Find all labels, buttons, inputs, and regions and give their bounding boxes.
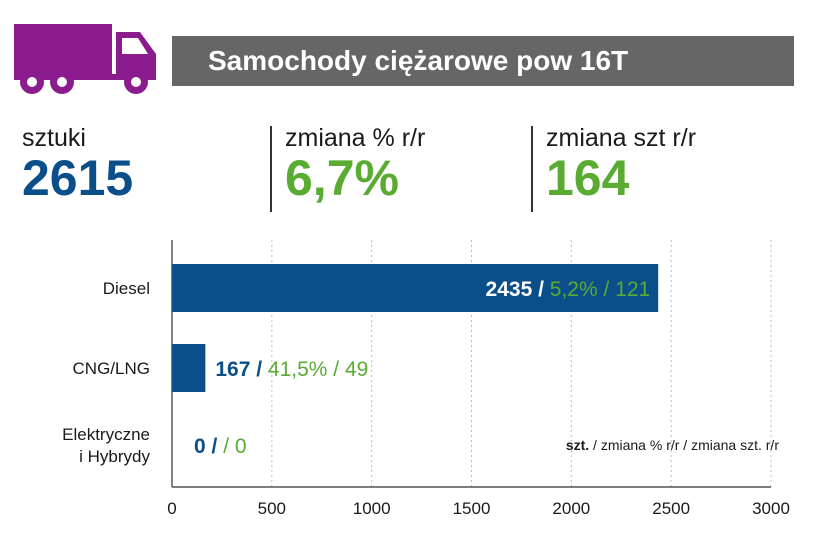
x-tick-label: 2000 — [552, 499, 590, 518]
kpi-units-label: sztuki — [22, 124, 86, 152]
x-tick-label: 1500 — [453, 499, 491, 518]
x-tick-label: 0 — [167, 499, 176, 518]
category-label: Diesel — [103, 279, 150, 298]
legend: szt. / zmiana % r/r / zmiana szt. r/r — [566, 437, 779, 453]
bar — [172, 344, 206, 392]
data-label: 0 / / 0 — [194, 435, 247, 458]
category-label: Elektryczne i Hybrydy — [62, 425, 150, 466]
kpi-units: sztuki 2615 — [22, 124, 133, 214]
kpi-separator — [531, 126, 533, 212]
kpi-separator — [270, 126, 272, 212]
bar — [172, 264, 659, 312]
page-title: Samochody ciężarowe pow 16T — [208, 45, 629, 76]
data-label: 2435 / 5,2% / 121 — [486, 278, 651, 301]
kpi-abs-change-label: zmiana szt r/r — [546, 124, 697, 152]
truck-icon — [14, 24, 156, 94]
kpi-pct-change: zmiana % r/r 6,7% — [285, 124, 425, 214]
x-tick-label: 1000 — [353, 499, 391, 518]
truck-icon-shape — [14, 24, 156, 94]
data-label: 167 / 41,5% / 49 — [215, 358, 368, 381]
header-band: Samochody ciężarowe pow 16T — [172, 36, 794, 86]
kpi-units-value: 2615 — [22, 150, 134, 206]
kpi-abs-change-value: 164 — [546, 150, 630, 206]
x-tick-label: 3000 — [752, 499, 790, 518]
kpi-pct-change-value: 6,7% — [285, 150, 399, 206]
x-tick-label: 2500 — [652, 499, 690, 518]
category-label: CNG/LNG — [73, 359, 150, 378]
kpi-abs-change: zmiana szt r/r 164 — [546, 124, 696, 214]
kpi-pct-change-label: zmiana % r/r — [285, 124, 426, 152]
x-tick-label: 500 — [258, 499, 286, 518]
